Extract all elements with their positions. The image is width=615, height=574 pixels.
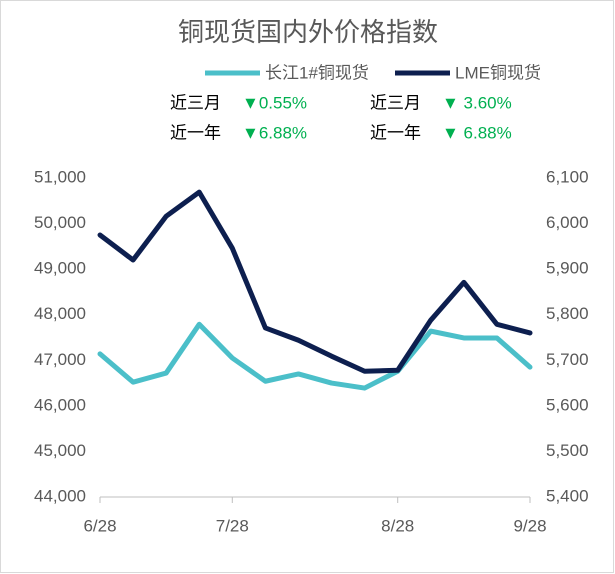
y-tick-label: 48,000: [34, 304, 86, 323]
y2-tick-label: 5,700: [546, 350, 589, 369]
legend-label: 长江1#铜现货: [265, 63, 369, 82]
y-tick-label: 50,000: [34, 213, 86, 232]
annotation-change: ▼ 6.88%: [442, 123, 512, 142]
x-tick-label: 8/28: [381, 516, 414, 535]
annotation-change: ▼0.55%: [242, 93, 307, 112]
y-tick-label: 46,000: [34, 395, 86, 414]
y2-tick-label: 5,600: [546, 395, 589, 414]
annotation-label: 近三月: [170, 93, 221, 112]
y-tick-label: 49,000: [34, 259, 86, 278]
series-line: [97, 189, 533, 374]
series-line: [97, 321, 533, 391]
y2-tick-label: 5,400: [546, 486, 589, 505]
y-tick-label: 45,000: [34, 441, 86, 460]
y2-tick-label: 6,100: [546, 167, 589, 186]
y2-tick-label: 5,800: [546, 304, 589, 323]
annotation-change: ▼ 3.60%: [442, 93, 512, 112]
y2-tick-label: 5,500: [546, 441, 589, 460]
annotation-label: 近三月: [370, 93, 421, 112]
y-tick-label: 51,000: [34, 167, 86, 186]
y-tick-label: 44,000: [34, 486, 86, 505]
y-tick-label: 47,000: [34, 350, 86, 369]
legend-label: LME铜现货: [455, 63, 541, 82]
y2-tick-label: 6,000: [546, 213, 589, 232]
x-tick-label: 7/28: [216, 516, 249, 535]
annotation-label: 近一年: [170, 123, 221, 142]
annotation-change: ▼6.88%: [242, 123, 307, 142]
x-tick-label: 6/28: [83, 516, 116, 535]
annotation-label: 近一年: [370, 123, 421, 142]
chart-title: 铜现货国内外价格指数: [178, 17, 438, 47]
y2-tick-label: 5,900: [546, 259, 589, 278]
x-tick-label: 9/28: [513, 516, 546, 535]
